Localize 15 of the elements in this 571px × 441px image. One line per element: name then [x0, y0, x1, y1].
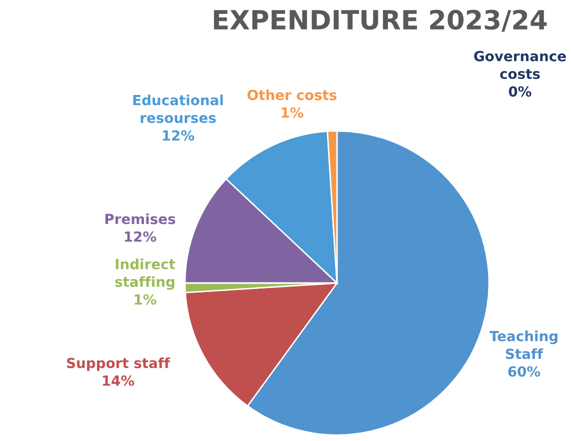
data-label: 12%	[124, 231, 156, 242]
slice-label: Support staff	[66, 357, 170, 371]
chart-title: EXPENDITURE 2023/24	[214, 10, 547, 32]
slice-label: Premises	[105, 213, 176, 224]
text: 0%	[508, 86, 532, 97]
category-label: Governance costs	[474, 50, 566, 80]
slice-label: Other costs	[248, 89, 337, 100]
data-label: 12%	[162, 130, 194, 141]
slice-label: Indirect staffing	[115, 258, 176, 290]
slice-label: Teaching Staff	[490, 330, 558, 360]
data-label: 14%	[102, 375, 134, 386]
data-label: 60%	[508, 366, 540, 377]
slice-label: Educational resourses	[133, 94, 223, 124]
data-label: 1%	[282, 107, 304, 118]
data-label: 1%	[134, 294, 156, 305]
